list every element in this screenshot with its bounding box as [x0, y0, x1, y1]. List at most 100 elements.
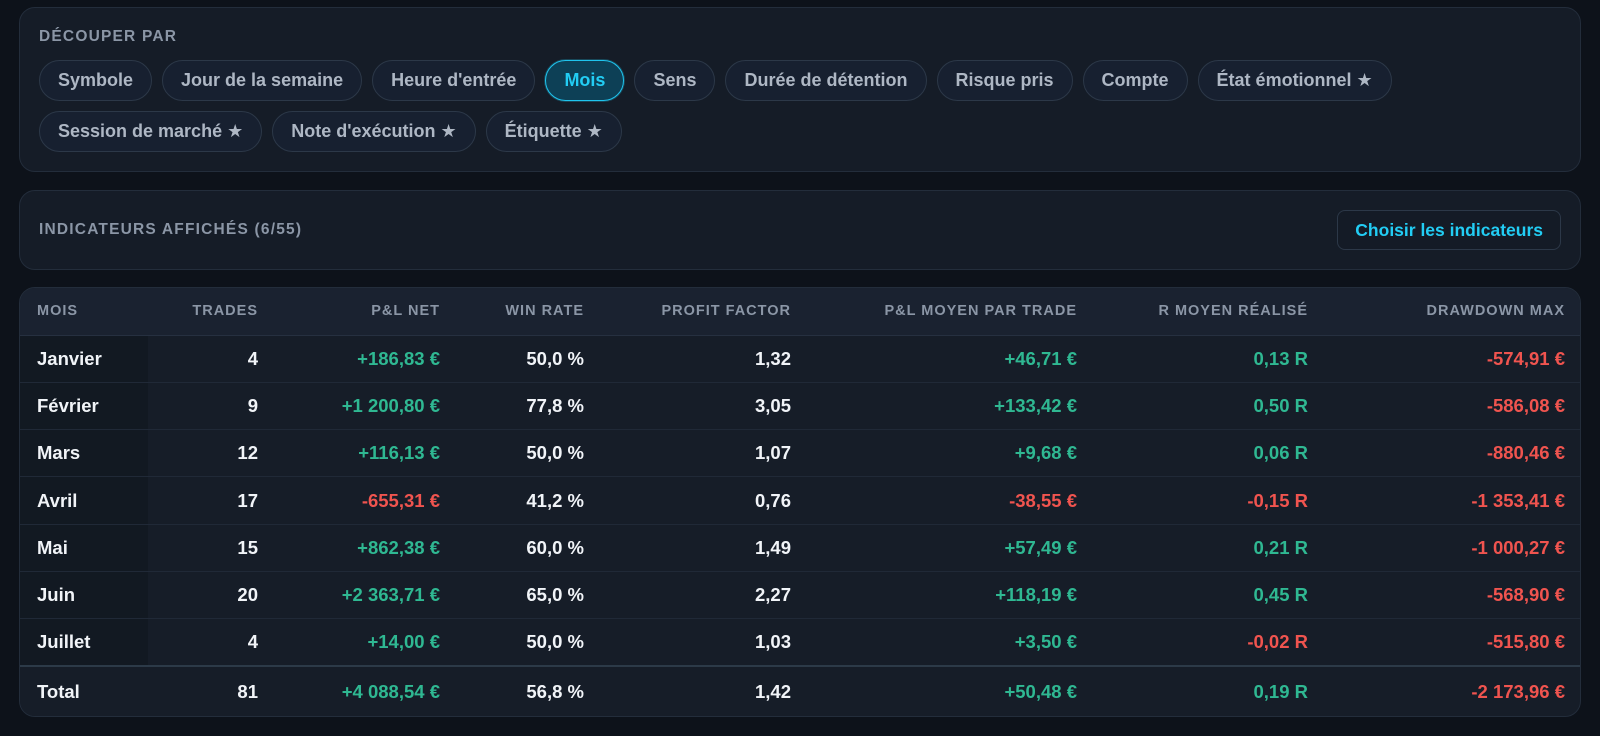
table-total-row: Total 81 +4 088,54 € 56,8 % 1,42 +50,48 € 0,19…: [20, 666, 1580, 716]
cell-winrate: 56,8 %: [526, 680, 584, 702]
split-chip-risque-pris[interactable]: Risque pris: [936, 60, 1073, 101]
split-chip-note-d-execution[interactable]: Note d'exécution ★: [272, 111, 476, 152]
cell-month: Février: [20, 382, 148, 431]
cell-pf: 1,49: [601, 524, 808, 572]
split-chip-duree-de-detention[interactable]: Durée de détention: [725, 60, 927, 101]
cell-trades: 12: [148, 429, 275, 478]
cell-month: Juillet: [20, 618, 148, 667]
results-table-panel: MOIS TRADES P&L NET WIN RATE PROFIT FACTOR P&…: [19, 287, 1581, 717]
cell-trades: 4: [148, 618, 275, 667]
cell-pf: 3,05: [601, 382, 808, 431]
table-row: Juin 20 +2 363,71 €65,0 % 2,27 +118,19 €0,45…: [20, 571, 1580, 620]
cell-winrate: 50,0 %: [457, 335, 601, 383]
split-chip-symbole[interactable]: Symbole: [39, 60, 153, 101]
cell-month: Mars: [20, 429, 148, 478]
cell-dd: -574,91 €: [1325, 335, 1580, 383]
choose-indicators-button[interactable]: Choisir les indicateurs: [1337, 210, 1561, 250]
split-chips-row-2: Session de marché ★ Note d'exécution ★ Éti…: [39, 111, 622, 152]
split-chip-heure-d-entree[interactable]: Heure d'entrée: [372, 60, 536, 101]
cell-avg: +9,68 €: [808, 429, 1094, 478]
split-chip-etat-emotionnel[interactable]: État émotionnel ★: [1197, 60, 1392, 101]
column-header-p-l-net[interactable]: P&L NET: [275, 288, 457, 336]
cell-r: 0,45 R: [1094, 571, 1325, 620]
cell-avg: +57,49 €: [808, 524, 1094, 572]
column-header-mois[interactable]: MOIS: [20, 288, 148, 336]
results-table: MOIS TRADES P&L NET WIN RATE PROFIT FACTOR P&…: [20, 288, 1580, 716]
cell-month: Total: [20, 666, 148, 716]
cell-avg: +133,42 €: [808, 382, 1094, 431]
cell-r: 0,13 R: [1094, 335, 1325, 383]
cell-pnl: +116,13 €: [275, 429, 457, 478]
cell-dd: -880,46 €: [1325, 429, 1580, 478]
cell-avg: +50,48 €: [1004, 680, 1077, 702]
cell-trades: 17: [148, 476, 275, 525]
split-chip-jour-de-la-semaine[interactable]: Jour de la semaine: [162, 60, 363, 101]
split-chip-mois[interactable]: Mois: [545, 60, 625, 101]
cell-avg: +3,50 €: [808, 618, 1094, 667]
column-header-r-moyen-realise[interactable]: R MOYEN RÉALISÉ: [1094, 288, 1325, 336]
cell-pnl: +862,38 €: [275, 524, 457, 572]
cell-trades: 4: [148, 335, 275, 383]
cell-trades: 81: [237, 680, 258, 702]
cell-winrate: 77,8 %: [457, 382, 601, 431]
cell-pf: 1,32: [601, 335, 808, 383]
split-chip-session-de-marche[interactable]: Session de marché ★: [39, 111, 263, 152]
cell-pf: 1,07: [601, 429, 808, 478]
cell-pnl: +2 363,71 €: [275, 571, 457, 620]
cell-dd: -568,90 €: [1325, 571, 1580, 620]
column-header-profit-factor[interactable]: PROFIT FACTOR: [601, 288, 808, 336]
cell-pf: 0,76: [601, 476, 808, 525]
cell-winrate: 60,0 %: [457, 524, 601, 572]
split-chips-row-1: Symbole Jour de la semaine Heure d'entrée M…: [39, 60, 1392, 101]
cell-pnl: +186,83 €: [275, 335, 457, 383]
table-row: Mai 15 +862,38 €60,0 % 1,49 +57,49 €0,21 R -1…: [20, 524, 1580, 572]
cell-dd: -586,08 €: [1325, 382, 1580, 431]
cell-avg: -38,55 €: [808, 476, 1094, 525]
split-by-panel: DÉCOUPER PAR Symbole Jour de la semaine He…: [19, 7, 1581, 172]
split-chip-sens[interactable]: Sens: [634, 60, 716, 101]
cell-r: -0,15 R: [1094, 476, 1325, 525]
cell-pf: 1,03: [601, 618, 808, 667]
cell-trades: 9: [148, 382, 275, 431]
cell-winrate: 41,2 %: [457, 476, 601, 525]
column-header-p-l-moyen-par-trade[interactable]: P&L MOYEN PAR TRADE: [808, 288, 1094, 336]
split-by-title: DÉCOUPER PAR: [39, 28, 178, 45]
table-row: Avril 17 -655,31 €41,2 % 0,76 -38,55 € -0,15 …: [20, 476, 1580, 525]
cell-trades: 15: [148, 524, 275, 572]
table-header-row: MOIS TRADES P&L NET WIN RATE PROFIT FACTOR P&…: [20, 288, 1580, 336]
cell-r: -0,02 R: [1094, 618, 1325, 667]
cell-month: Avril: [20, 476, 148, 525]
column-header-drawdown-max[interactable]: DRAWDOWN MAX: [1325, 288, 1580, 336]
cell-r: 0,50 R: [1094, 382, 1325, 431]
cell-r: 0,06 R: [1094, 429, 1325, 478]
indicators-title: INDICATEURS AFFICHÉS (6/55): [39, 221, 303, 238]
cell-pnl: +14,00 €: [275, 618, 457, 667]
table-row: Février 9 +1 200,80 €77,8 % 3,05 +133,42 €0,…: [20, 382, 1580, 431]
cell-month: Mai: [20, 524, 148, 572]
cell-month: Janvier: [20, 335, 148, 383]
table-row: Mars 12 +116,13 €50,0 % 1,07 +9,68 €0,06 R -8…: [20, 429, 1580, 478]
column-header-win-rate[interactable]: WIN RATE: [457, 288, 601, 336]
cell-dd: -1 000,27 €: [1325, 524, 1580, 572]
cell-trades: 20: [148, 571, 275, 620]
split-chip-compte[interactable]: Compte: [1082, 60, 1188, 101]
table-row: Janvier 4 +186,83 €50,0 % 1,32 +46,71 €0,13 …: [20, 335, 1580, 383]
cell-winrate: 50,0 %: [457, 429, 601, 478]
cell-dd: -515,80 €: [1325, 618, 1580, 667]
indicators-panel: INDICATEURS AFFICHÉS (6/55) Choisir les …: [19, 190, 1581, 270]
table-row: Juillet 4 +14,00 €50,0 % 1,03 +3,50 € -0,02 R…: [20, 618, 1580, 667]
cell-r: 0,21 R: [1094, 524, 1325, 572]
cell-pnl: -655,31 €: [275, 476, 457, 525]
cell-month: Juin: [20, 571, 148, 620]
cell-r: 0,19 R: [1253, 680, 1308, 702]
cell-dd: -1 353,41 €: [1325, 476, 1580, 525]
cell-winrate: 65,0 %: [457, 571, 601, 620]
split-chip-etiquette[interactable]: Étiquette ★: [485, 111, 622, 152]
cell-pnl: +1 200,80 €: [275, 382, 457, 431]
column-header-trades[interactable]: TRADES: [148, 288, 275, 336]
cell-winrate: 50,0 %: [457, 618, 601, 667]
cell-avg: +118,19 €: [808, 571, 1094, 620]
cell-avg: +46,71 €: [808, 335, 1094, 383]
cell-pnl: +4 088,54 €: [341, 680, 440, 702]
cell-dd: -2 173,96 €: [1471, 680, 1565, 702]
